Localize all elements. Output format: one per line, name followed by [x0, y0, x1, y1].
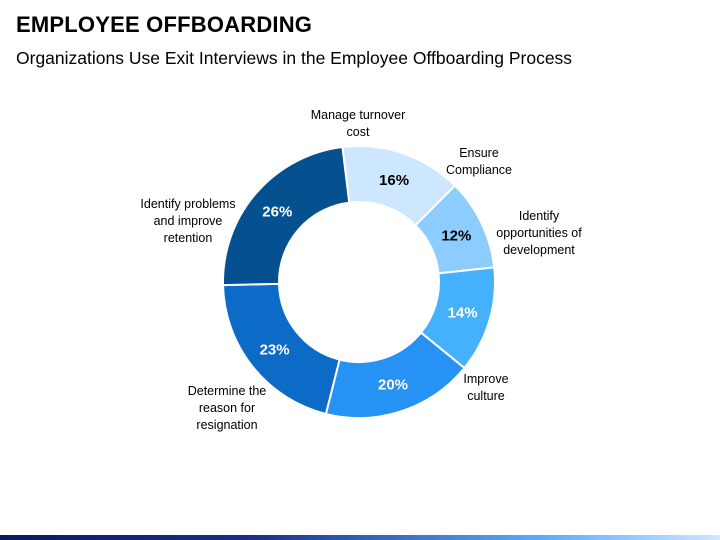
- slice-category-label-line: Determine the: [188, 384, 267, 398]
- slice-value-label: 14%: [448, 305, 478, 322]
- slice-value-label: 23%: [260, 341, 290, 358]
- footer-bar: [0, 535, 720, 540]
- page-title: EMPLOYEE OFFBOARDING: [16, 12, 313, 37]
- slice-category-label-line: Identify problems: [140, 197, 235, 211]
- slice-category-label-line: Ensure: [459, 146, 499, 160]
- slice-category-label-line: and improve: [154, 214, 223, 228]
- slice-category-label: Improve culture: [463, 372, 508, 403]
- slice-category-label-line: opportunities of: [496, 226, 582, 240]
- slice-value-label: 16%: [379, 172, 409, 189]
- slice-value-label: 20%: [378, 377, 408, 394]
- slice-category-label-line: reason for: [199, 401, 255, 415]
- slice-category-label-line: resignation: [196, 418, 257, 432]
- donut-slice-5: [222, 282, 341, 416]
- slice-category-label-line: retention: [164, 231, 213, 245]
- donut-slice-6: [222, 145, 351, 287]
- slice-category-label: Determine the reason for resignation: [188, 384, 267, 432]
- slice-category-label-line: Compliance: [446, 163, 512, 177]
- slice-category-label-line: Manage turnover: [311, 108, 406, 122]
- slice-category-label-line: cost: [347, 125, 370, 139]
- slice-category-label: Ensure Compliance: [446, 146, 512, 177]
- slice-category-label-line: Improve: [463, 372, 508, 386]
- slice-category-label: Identify opportunities of development: [496, 209, 582, 257]
- slice-category-label-line: Identify: [519, 209, 560, 223]
- slice-value-label: 12%: [441, 227, 471, 244]
- page-subtitle: Organizations Use Exit Interviews in the…: [16, 48, 573, 68]
- slice-category-label: Identify problems and improve retention: [140, 197, 235, 245]
- slice-category-label-line: culture: [467, 389, 505, 403]
- slice-category-label-line: development: [503, 243, 575, 257]
- slice-value-label: 26%: [262, 203, 292, 220]
- slice-category-label: Manage turnover cost: [311, 108, 406, 139]
